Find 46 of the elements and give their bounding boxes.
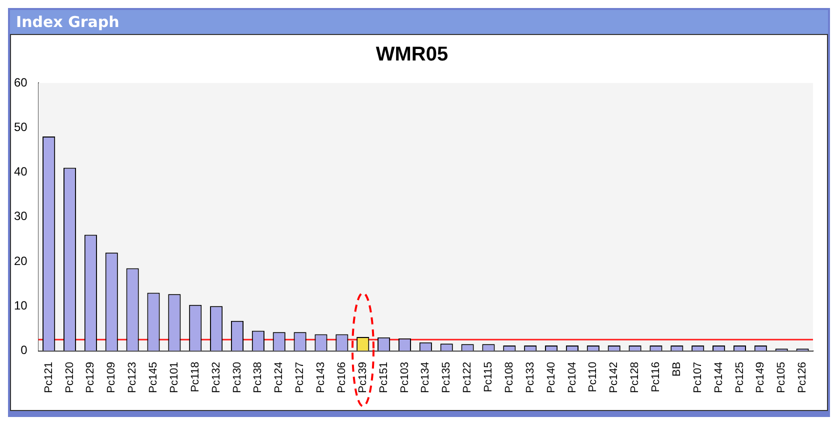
x-tick-label: BB <box>670 362 683 376</box>
x-tick-label: Pc101 <box>168 362 180 394</box>
x-tick-label: Pc129 <box>84 362 97 394</box>
x-tick-label: Pc110 <box>587 362 600 392</box>
x-tick-label: Pc149 <box>754 362 767 394</box>
x-tick-label: Pc109 <box>106 362 118 394</box>
x-tick-label: Pc138 <box>252 362 264 394</box>
x-tick-label: Pc123 <box>126 362 139 394</box>
x-tick-label: Pc144 <box>712 362 725 394</box>
x-tick-label: Pc107 <box>692 362 704 394</box>
y-tick-label: 30 <box>14 209 28 224</box>
x-tick-label: Pc140 <box>545 362 558 394</box>
y-tick-label: 0 <box>20 343 28 358</box>
x-tick-label: Pc125 <box>734 362 746 394</box>
y-tick-label: 60 <box>14 75 28 90</box>
x-tick-label: Pc128 <box>629 362 642 394</box>
y-tick-label: 10 <box>14 298 28 312</box>
x-tick-label: Pc135 <box>440 362 453 394</box>
x-tick-label: Pc116 <box>650 362 662 392</box>
x-tick-label: Pc130 <box>231 362 244 394</box>
x-tick-label: Pc142 <box>608 362 620 394</box>
x-tick-label: Pc126 <box>796 362 809 394</box>
x-tick-label: Pc139 <box>356 362 369 394</box>
x-tick-label: Pc120 <box>64 362 76 394</box>
x-tick-label: Pc145 <box>148 362 160 394</box>
y-tick-label: 20 <box>14 254 28 268</box>
x-tick-label: Pc122 <box>462 362 474 394</box>
x-tick-label: Pc134 <box>420 362 432 394</box>
x-tick-label: Pc121 <box>42 362 55 394</box>
x-tick-label: Pc106 <box>336 362 348 394</box>
x-tick-label: Pc105 <box>776 362 788 394</box>
text: Index Graph <box>16 13 120 31</box>
y-tick-label: 40 <box>14 164 28 179</box>
x-tick-label: Pc133 <box>524 362 536 394</box>
x-tick-label: Pc127 <box>294 362 306 394</box>
x-tick-label: Pc103 <box>398 362 411 394</box>
y-tick-label: 50 <box>14 120 28 134</box>
x-tick-label: Pc108 <box>503 362 516 394</box>
chart-title: WMR05 <box>376 44 448 66</box>
x-tick-label: Pc151 <box>378 362 390 394</box>
x-tick-label: Pc124 <box>273 362 286 394</box>
x-tick-label: Pc132 <box>210 362 222 394</box>
x-tick-label: Pc143 <box>315 362 328 394</box>
x-tick-label: Pc104 <box>566 362 578 394</box>
x-tick-label: Pc118 <box>189 362 202 392</box>
x-tick-label: Pc115 <box>482 362 495 392</box>
